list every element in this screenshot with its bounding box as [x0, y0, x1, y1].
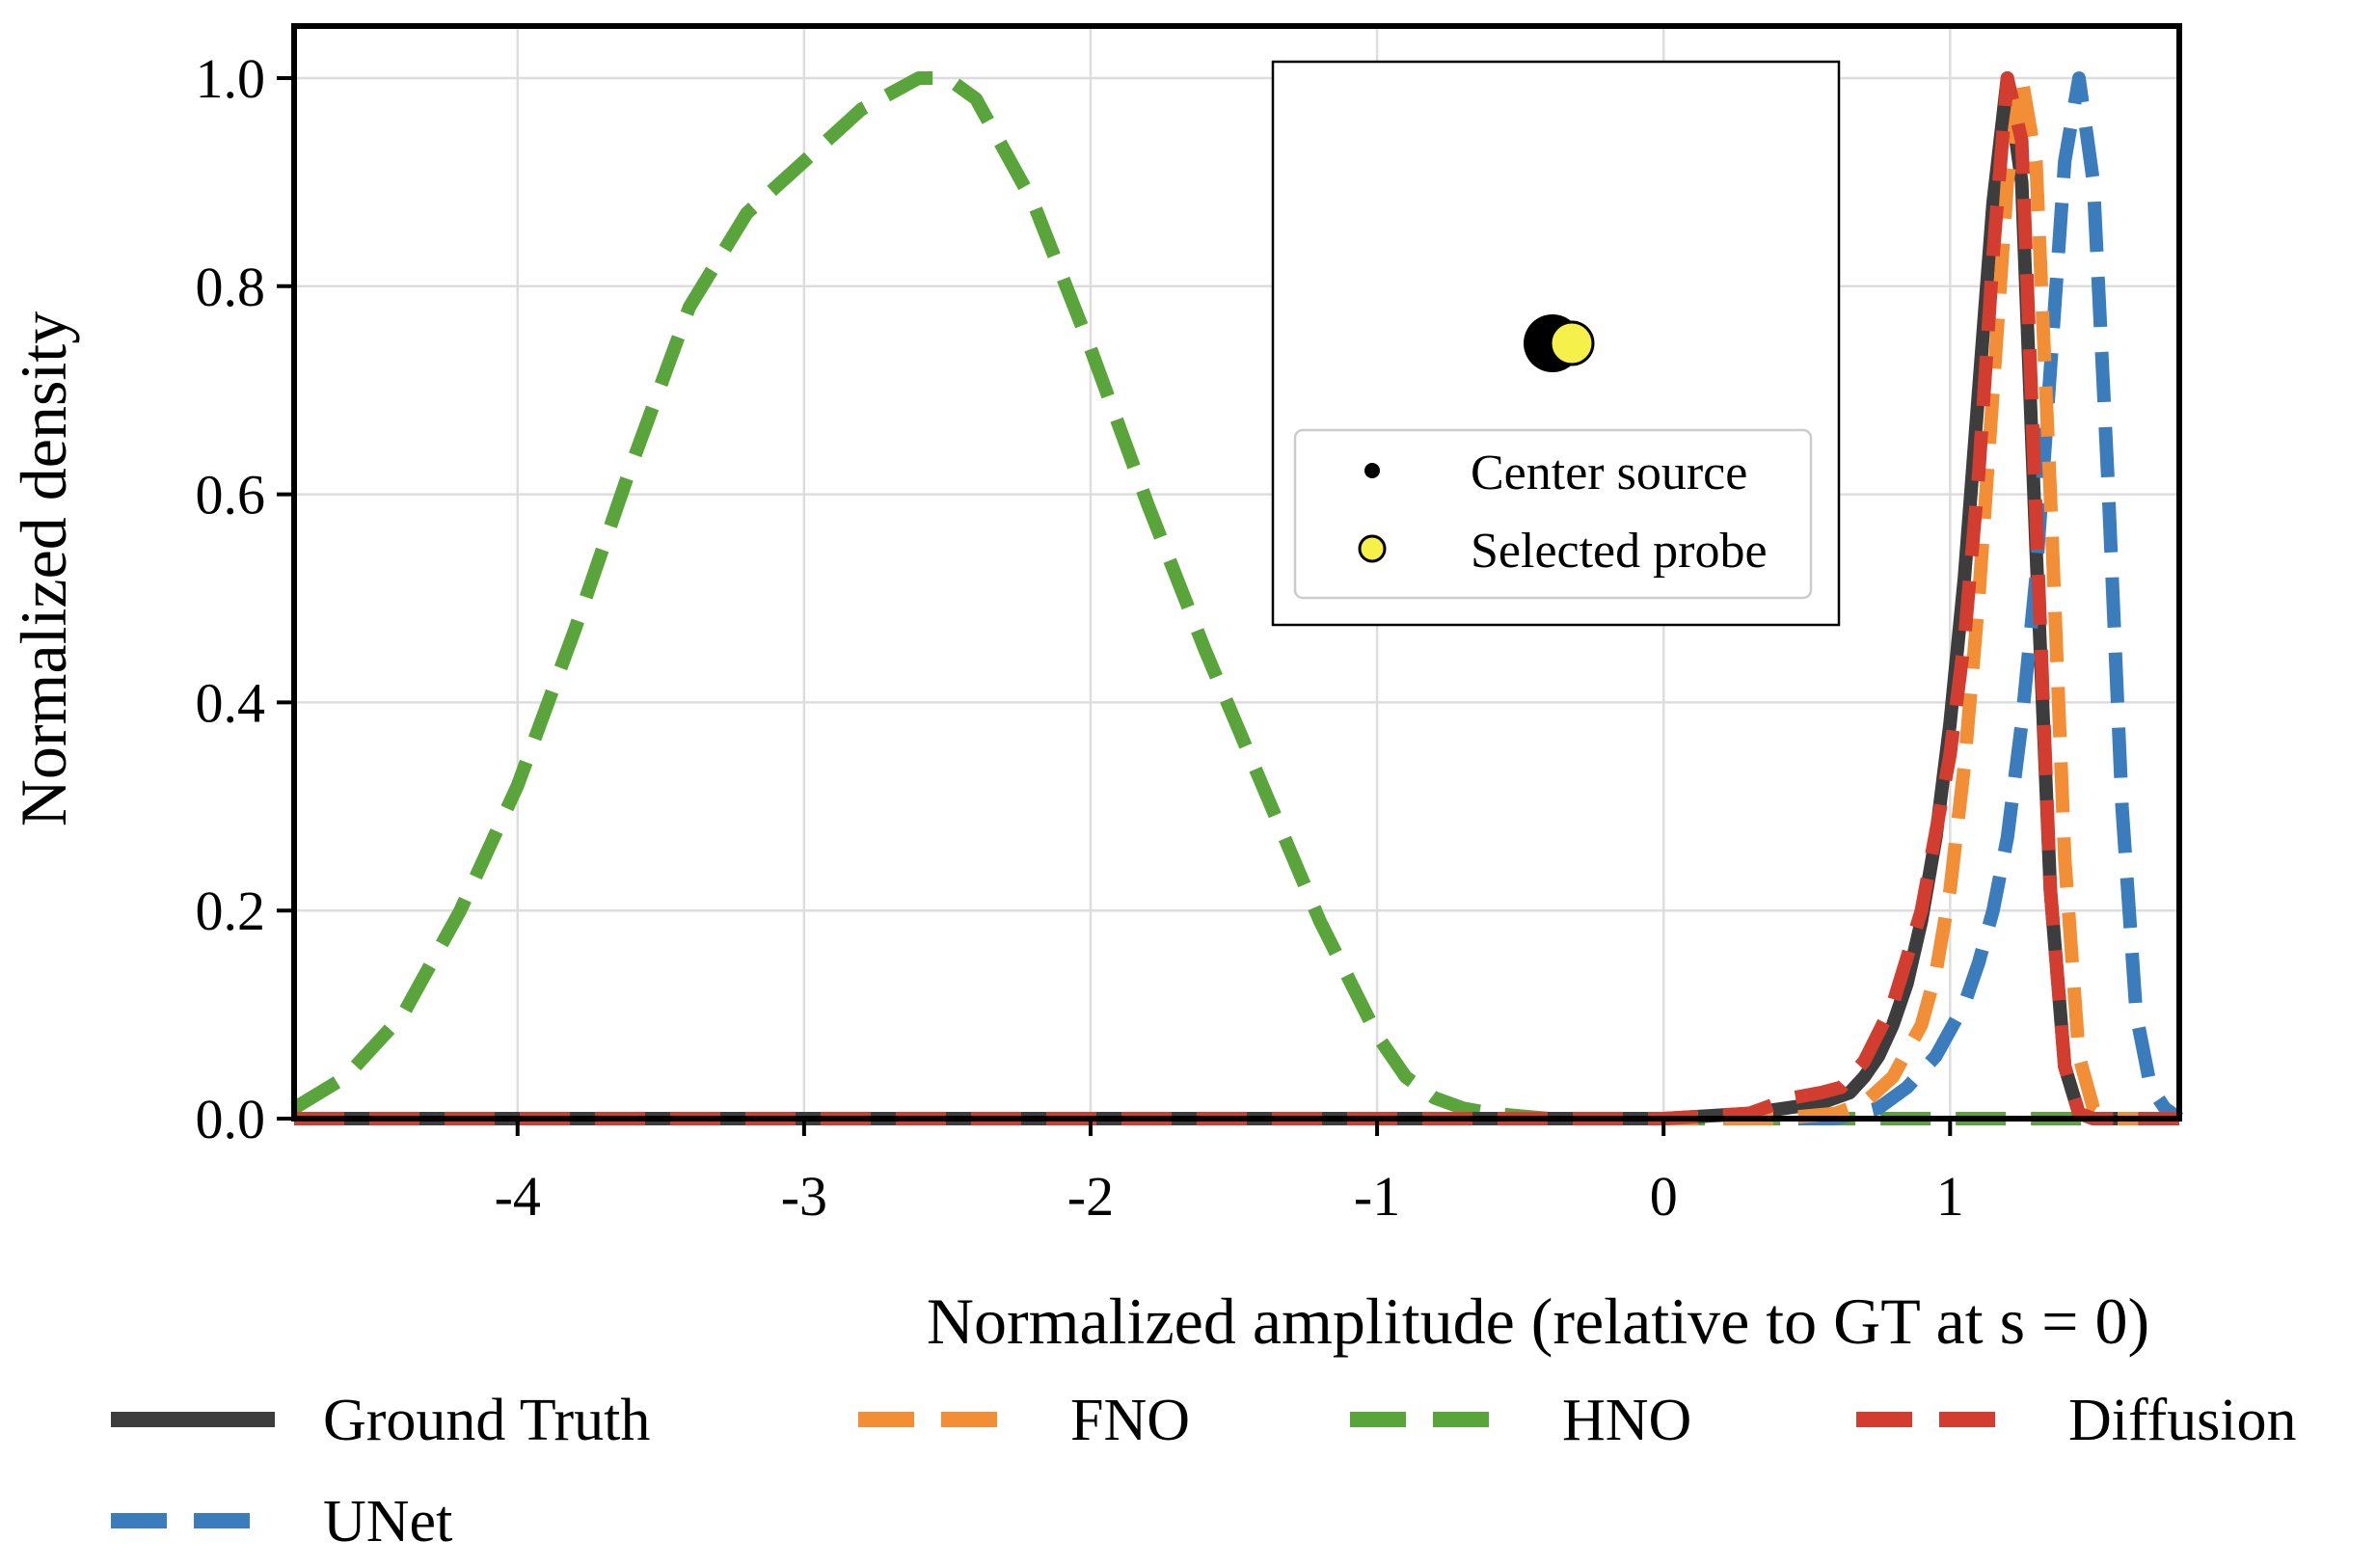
- series-line-unet: [294, 71, 2184, 1125]
- y-tick-label: 0.6: [196, 464, 266, 527]
- grid: [294, 26, 2179, 1121]
- y-tick-label: 0.0: [196, 1088, 266, 1150]
- inset-legend-box: [1293, 428, 1813, 600]
- y-tick-label: 0.2: [196, 879, 266, 942]
- inset-legend-selected-probe-label: Selected probe: [1471, 524, 1768, 579]
- series-line-hno: [290, 71, 2179, 1125]
- selected-probe-marker: [1549, 320, 1595, 366]
- series-line-fno: [294, 71, 2179, 1125]
- legend-label-diffusion: Diffusion: [2068, 1388, 2297, 1453]
- y-tick-label: 0.4: [196, 671, 266, 734]
- legend-label-ground-truth: Ground Truth: [323, 1388, 650, 1453]
- inset-panel: Center source Selected probe: [1271, 60, 1841, 627]
- legend-label-unet: UNet: [323, 1489, 452, 1554]
- x-tick-label: -2: [1067, 1165, 1114, 1228]
- series-group: [290, 71, 2184, 1125]
- y-tick-label: 1.0: [196, 47, 266, 110]
- legend-label-fno: FNO: [1070, 1388, 1190, 1453]
- series-line-ground-truth: [294, 71, 2179, 1125]
- x-tick-label: -1: [1354, 1165, 1400, 1228]
- x-axis-label: Normalized amplitude (relative to GT at …: [927, 1284, 2149, 1358]
- ticks: -4 -3 -2 -1 0 1 0.0 0.2 0.4 0.6 0.8 1.0: [196, 47, 1964, 1228]
- legend-label-hno: HNO: [1562, 1388, 1691, 1453]
- x-tick-label: -4: [495, 1165, 541, 1228]
- x-tick-label: 0: [1650, 1165, 1678, 1228]
- y-axis-label: Normalized density: [7, 311, 80, 826]
- inset-legend-center-source-label: Center source: [1471, 446, 1747, 500]
- y-tick-label: 0.8: [196, 256, 266, 318]
- x-tick-label: 1: [1936, 1165, 1964, 1228]
- x-tick-label: -3: [781, 1165, 827, 1228]
- legend: Ground Truth FNO HNO Diffusion UNet: [111, 1388, 2297, 1554]
- series-line-diffusion: [294, 71, 2179, 1125]
- plot-frame: [291, 23, 2182, 1122]
- inset-legend-center-source-marker: [1364, 463, 1380, 478]
- inset-legend-selected-probe-marker: [1358, 534, 1387, 563]
